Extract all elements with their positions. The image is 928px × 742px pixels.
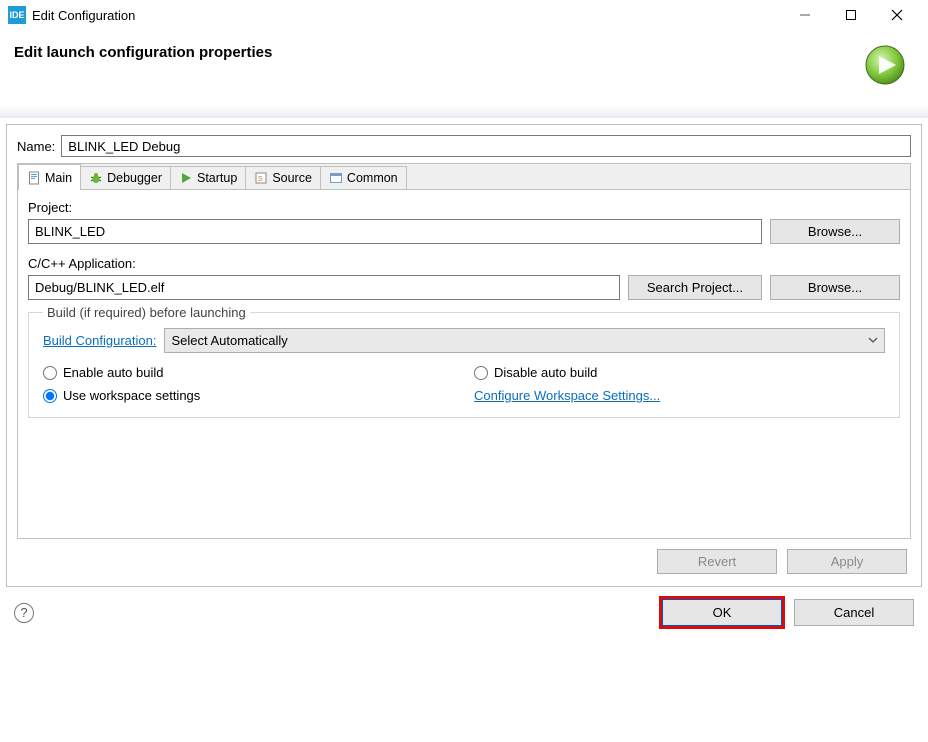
play-icon xyxy=(179,171,193,185)
project-input[interactable] xyxy=(28,219,762,244)
build-legend: Build (if required) before launching xyxy=(43,305,250,320)
radio-use-workspace-settings[interactable]: Use workspace settings xyxy=(43,388,454,403)
revert-button[interactable]: Revert xyxy=(657,549,777,574)
bug-icon xyxy=(89,171,103,185)
build-configuration-select[interactable]: Select Automatically xyxy=(164,328,885,353)
tab-main-label: Main xyxy=(45,171,72,185)
radio-disable-auto-build[interactable]: Disable auto build xyxy=(474,365,885,380)
window-icon xyxy=(329,171,343,185)
radio-enable-label: Enable auto build xyxy=(63,365,163,380)
run-icon xyxy=(864,44,906,86)
header-divider xyxy=(0,96,928,118)
window-controls xyxy=(782,0,920,30)
tab-source[interactable]: S Source xyxy=(245,166,321,189)
tab-common-label: Common xyxy=(347,171,398,185)
source-icon: S xyxy=(254,171,268,185)
search-project-button[interactable]: Search Project... xyxy=(628,275,762,300)
footer-buttons: OK Cancel xyxy=(662,599,914,626)
dialog-header-title: Edit launch configuration properties xyxy=(14,44,272,61)
help-icon[interactable]: ? xyxy=(14,603,34,623)
project-label: Project: xyxy=(28,200,900,215)
tab-common[interactable]: Common xyxy=(320,166,407,189)
project-browse-button[interactable]: Browse... xyxy=(770,219,900,244)
chevron-down-icon xyxy=(868,333,878,348)
application-row: Search Project... Browse... xyxy=(28,275,900,300)
build-fieldset: Build (if required) before launching Bui… xyxy=(28,312,900,418)
project-row: Browse... xyxy=(28,219,900,244)
build-configuration-row: Build Configuration: Select Automaticall… xyxy=(43,328,885,353)
cancel-button[interactable]: Cancel xyxy=(794,599,914,626)
tab-main[interactable]: Main xyxy=(18,164,81,189)
application-input[interactable] xyxy=(28,275,620,300)
ok-button[interactable]: OK xyxy=(662,599,782,626)
svg-text:S: S xyxy=(258,176,263,183)
apply-button[interactable]: Apply xyxy=(787,549,907,574)
build-configuration-link[interactable]: Build Configuration: xyxy=(43,333,156,348)
tab-startup[interactable]: Startup xyxy=(170,166,246,189)
window-title: Edit Configuration xyxy=(32,8,782,23)
dialog-footer: ? OK Cancel xyxy=(0,587,928,638)
radio-workspace-label: Use workspace settings xyxy=(63,388,200,403)
file-icon xyxy=(27,171,41,185)
name-row: Name: xyxy=(17,135,911,157)
radio-enable-auto-build[interactable]: Enable auto build xyxy=(43,365,454,380)
name-input[interactable] xyxy=(61,135,911,157)
radio-disable-label: Disable auto build xyxy=(494,365,597,380)
tab-strip: Main Debugger Startup S Source xyxy=(18,164,910,190)
app-icon: IDE xyxy=(8,6,26,24)
build-configuration-value: Select Automatically xyxy=(171,333,287,348)
build-radio-group: Enable auto build Disable auto build Use… xyxy=(43,365,885,403)
tab-source-label: Source xyxy=(272,171,312,185)
configure-workspace-link[interactable]: Configure Workspace Settings... xyxy=(474,388,660,403)
maximize-button[interactable] xyxy=(828,0,874,30)
name-label: Name: xyxy=(17,139,55,154)
dialog-header: Edit launch configuration properties xyxy=(0,30,928,86)
spacer xyxy=(28,418,900,528)
tab-debugger-label: Debugger xyxy=(107,171,162,185)
tab-startup-label: Startup xyxy=(197,171,237,185)
tab-debugger[interactable]: Debugger xyxy=(80,166,171,189)
content-frame: Name: Main Debugger Startup xyxy=(6,124,922,587)
inner-button-row: Revert Apply xyxy=(17,539,911,576)
application-label: C/C++ Application: xyxy=(28,256,900,271)
minimize-button[interactable] xyxy=(782,0,828,30)
close-button[interactable] xyxy=(874,0,920,30)
application-browse-button[interactable]: Browse... xyxy=(770,275,900,300)
tab-body-main: Project: Browse... C/C++ Application: Se… xyxy=(18,190,910,538)
tabs-container: Main Debugger Startup S Source xyxy=(17,163,911,539)
titlebar: IDE Edit Configuration xyxy=(0,0,928,30)
configure-workspace-cell: Configure Workspace Settings... xyxy=(474,388,885,403)
